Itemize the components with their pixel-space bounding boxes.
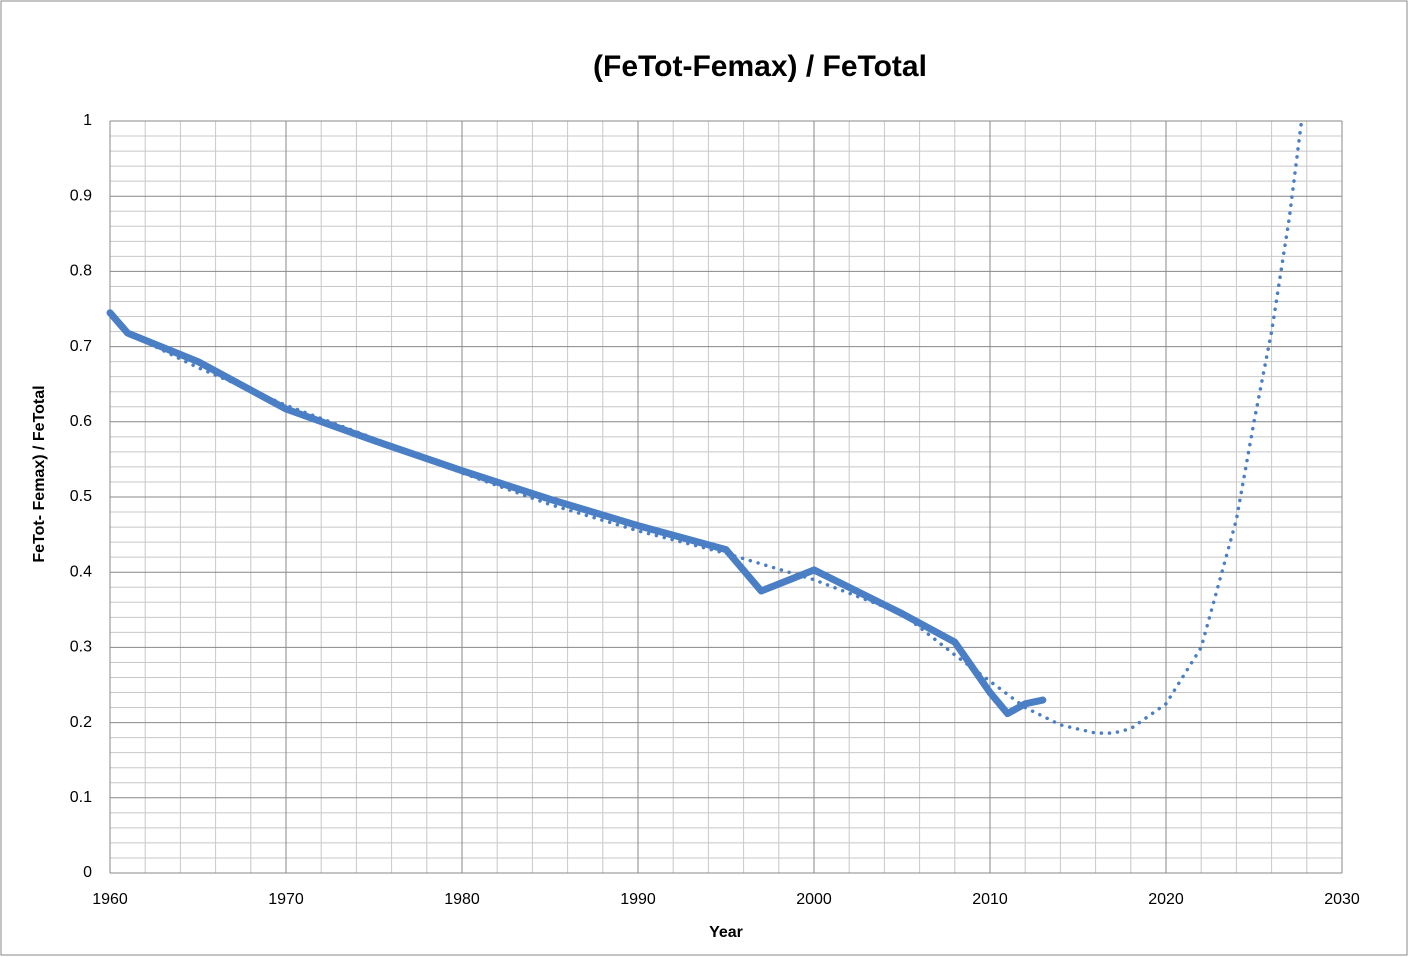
x-tick-label: 1980 — [444, 891, 480, 908]
y-tick-label: 0.8 — [70, 263, 92, 280]
y-tick-label: 0.3 — [70, 639, 92, 656]
x-tick-label: 2030 — [1324, 891, 1360, 908]
x-tick-label: 1960 — [92, 891, 128, 908]
x-axis-label: Year — [709, 924, 743, 941]
y-tick-label: 0.6 — [70, 413, 92, 430]
trend-line — [125, 119, 1304, 735]
y-tick-label: 0.4 — [70, 563, 92, 580]
x-tick-label: 1990 — [620, 891, 656, 908]
data-line — [106, 309, 1047, 718]
chart-title: (FeTot-Femax) / FeTotal — [593, 50, 927, 83]
y-tick-label: 0.5 — [70, 488, 92, 505]
x-tick-label: 2000 — [796, 891, 832, 908]
y-tick-label: 1 — [83, 112, 92, 129]
y-tick-label: 0.9 — [70, 187, 92, 204]
x-tick-label: 1970 — [268, 891, 304, 908]
y-tick-label: 0.7 — [70, 338, 92, 355]
x-tick-label: 2010 — [972, 891, 1008, 908]
y-tick-label: 0 — [83, 864, 92, 881]
x-tick-label: 2020 — [1148, 891, 1184, 908]
y-tick-label: 0.2 — [70, 714, 92, 731]
y-tick-label: 0.1 — [70, 789, 92, 806]
y-axis-label: FeTot- Femax) / FeTotal — [31, 385, 48, 562]
